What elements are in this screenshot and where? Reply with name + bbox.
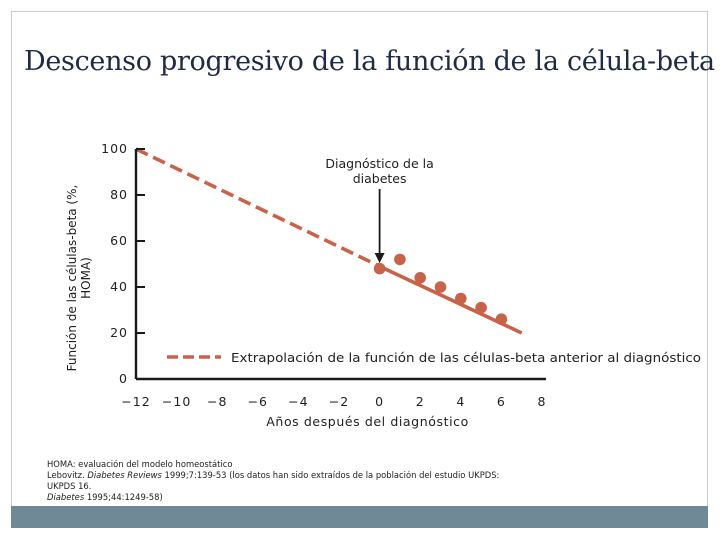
legend: Extrapolación de la función de las célul… <box>167 350 701 365</box>
annotation: Diagnóstico de la diabetes <box>325 156 434 263</box>
y-axis-label: Función de las células-beta (%,HOMA) <box>65 185 93 372</box>
y-tick-label-60: 60 <box>110 233 128 248</box>
x-tick-label-0: 0 <box>375 394 384 409</box>
x-tick-label-2: 2 <box>416 394 425 409</box>
x-tick-label-4: 4 <box>456 394 465 409</box>
data-point-2 <box>414 272 427 284</box>
data-point-4 <box>455 292 467 305</box>
y-tick-label-100: 100 <box>101 141 128 156</box>
x-tick-label-8: 8 <box>538 394 547 409</box>
data-point-6 <box>495 313 508 326</box>
legend-label: Extrapolación de la función de las célul… <box>231 350 701 365</box>
trend-line-extrapolated <box>135 147 381 268</box>
data-points <box>373 253 508 326</box>
data-point-5 <box>475 301 487 314</box>
x-tick-label--2: −2 <box>329 394 349 409</box>
x-tick-label--4: −4 <box>288 394 308 409</box>
x-tick-label--12: −12 <box>121 394 150 409</box>
x-tick-label--8: −8 <box>207 394 227 409</box>
slide-title: Descenso progresivo de la función de la … <box>24 46 715 77</box>
footer-bar <box>11 506 708 528</box>
axes: 0 20 40 60 80 100 −12 −10 −8 −6 −4 −2 0 2 4 6 8 Años desp… <box>65 141 546 429</box>
footnote-reference: Lebovitz. Diabetes Reviews 1999;7:139-53… <box>47 470 500 480</box>
y-tick-label-40: 40 <box>110 279 128 294</box>
x-tick-label--10: −10 <box>162 394 191 409</box>
footnotes: HOMA: evaluación del modelo homeostático… <box>47 459 667 503</box>
data-point-0 <box>373 262 386 275</box>
footnote-reference-cont: UKPDS 16. <box>47 481 92 491</box>
y-tick-label-20: 20 <box>110 325 128 340</box>
x-axis-label: Años después del diagnóstico <box>266 414 469 429</box>
y-tick-label-80: 80 <box>110 187 128 202</box>
footnote-reference-end: Diabetes 1995;44:1249-58) <box>47 492 163 502</box>
data-point-1 <box>394 253 406 266</box>
trend-layer <box>135 147 523 335</box>
y-axis-label-text: Función de las células-beta (%,HOMA) <box>65 185 93 372</box>
footnote-homa: HOMA: evaluación del modelo homeostático <box>47 459 233 469</box>
y-tick-label-0: 0 <box>119 371 128 386</box>
x-tick-label--6: −6 <box>248 394 268 409</box>
annotation-label: Diagnóstico de la diabetes <box>325 156 433 186</box>
x-tick-label-6: 6 <box>497 394 506 409</box>
data-point-3 <box>434 281 447 293</box>
